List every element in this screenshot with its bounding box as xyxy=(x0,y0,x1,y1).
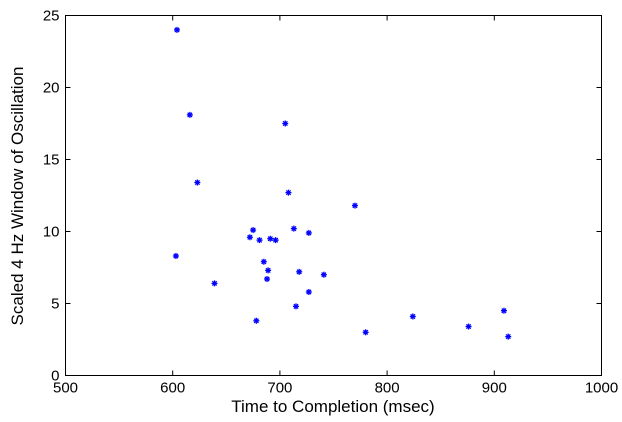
data-point xyxy=(362,329,369,336)
data-points xyxy=(172,26,512,340)
data-point xyxy=(285,189,292,196)
data-point xyxy=(500,307,507,314)
x-axis-label: Time to Completion (msec) xyxy=(231,397,434,416)
data-point-stroke xyxy=(253,318,259,324)
data-point xyxy=(260,258,267,265)
data-point xyxy=(250,227,257,234)
y-tick-label: 25 xyxy=(43,8,60,25)
data-point-stroke xyxy=(465,323,472,330)
data-point xyxy=(292,303,299,310)
data-point-stroke xyxy=(285,190,292,196)
data-point-stroke xyxy=(250,227,256,233)
data-point xyxy=(320,271,327,278)
data-point-stroke xyxy=(211,280,218,286)
data-point-stroke xyxy=(296,269,302,275)
data-point xyxy=(265,267,272,274)
axis-tick-labels: 500 600 700 800 900 1000 0 5 10 15 20 25 xyxy=(43,8,618,397)
data-point xyxy=(296,268,303,275)
x-tick-label: 600 xyxy=(160,380,185,397)
data-point-stroke xyxy=(267,236,273,242)
data-point-stroke xyxy=(363,329,369,335)
data-point-stroke xyxy=(265,267,271,273)
data-point xyxy=(256,237,263,244)
y-tick-label: 5 xyxy=(51,296,59,313)
data-point xyxy=(246,234,253,241)
data-point xyxy=(172,252,179,259)
data-point xyxy=(194,179,201,186)
data-point xyxy=(409,313,416,320)
data-point xyxy=(305,288,312,295)
data-point-stroke xyxy=(261,259,267,265)
data-point-stroke xyxy=(505,334,511,340)
data-point-stroke xyxy=(264,276,270,282)
data-point xyxy=(351,202,358,209)
data-point-stroke xyxy=(352,202,358,209)
x-tick-label: 800 xyxy=(375,380,400,397)
y-axis-label: Scaled 4 Hz Window of Oscillation xyxy=(8,67,27,326)
data-point xyxy=(272,237,279,244)
data-point-stroke xyxy=(293,303,299,309)
data-point xyxy=(186,111,193,118)
data-point-stroke xyxy=(247,234,253,240)
y-tick-label: 20 xyxy=(43,80,60,97)
x-tick-label: 500 xyxy=(53,380,78,397)
data-point xyxy=(267,235,274,242)
x-tick-label: 700 xyxy=(267,380,292,397)
y-tick-label: 0 xyxy=(51,368,59,385)
data-point-stroke xyxy=(410,313,416,320)
data-point-stroke xyxy=(321,272,327,278)
data-point-stroke xyxy=(501,308,507,314)
y-tick-label: 15 xyxy=(43,152,60,169)
x-tick-label: 1000 xyxy=(585,380,618,397)
data-point xyxy=(290,225,297,232)
y-tick-label: 10 xyxy=(43,224,60,241)
data-point xyxy=(211,280,218,287)
data-point xyxy=(282,120,289,127)
data-point-stroke xyxy=(187,112,193,118)
data-point-stroke xyxy=(291,226,297,232)
data-point xyxy=(465,323,472,330)
data-point xyxy=(264,276,271,283)
data-point-stroke xyxy=(173,253,179,259)
data-point-stroke xyxy=(306,289,312,295)
data-point-stroke xyxy=(256,237,263,243)
data-point xyxy=(253,317,260,324)
data-point-stroke xyxy=(306,230,312,236)
data-point-stroke xyxy=(272,237,279,243)
x-tick-label: 900 xyxy=(482,380,507,397)
data-point-stroke xyxy=(282,120,288,127)
data-point xyxy=(305,229,312,236)
data-point xyxy=(173,26,180,33)
plot-frame xyxy=(65,15,602,376)
data-point xyxy=(505,333,512,340)
data-point-stroke xyxy=(174,27,180,33)
data-point-stroke xyxy=(194,179,200,186)
